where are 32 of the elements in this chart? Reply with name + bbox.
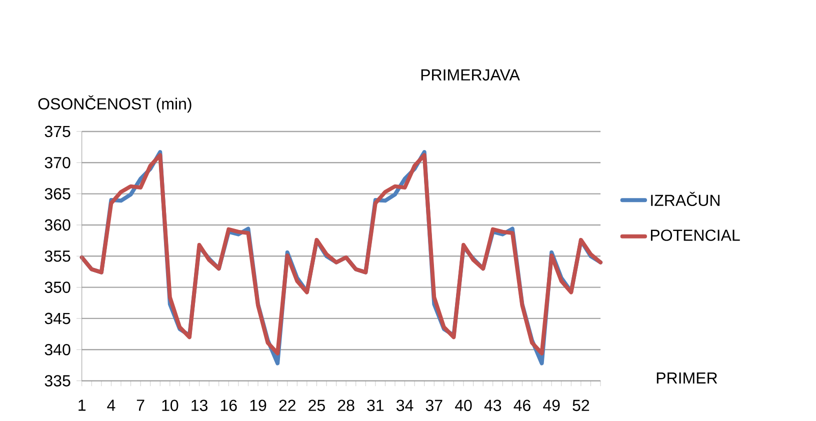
y-axis-title: OSONČENOST (min) xyxy=(38,95,192,113)
y-tick-label: 360 xyxy=(44,219,70,231)
x-tick-label: 10 xyxy=(162,400,178,412)
x-tick-label: 16 xyxy=(220,400,237,412)
y-tick-label: 355 xyxy=(44,250,70,262)
x-tick-label: 22 xyxy=(279,400,296,411)
legend-label: POTENCIAL xyxy=(650,230,740,241)
x-tick-label: 31 xyxy=(367,400,384,412)
x-tick-label: 25 xyxy=(308,400,325,412)
x-tick-label: 46 xyxy=(514,400,530,412)
x-tick-label: 37 xyxy=(426,400,442,412)
y-tick-label: 350 xyxy=(44,282,70,293)
x-tick-label: 7 xyxy=(136,400,144,411)
y-tick-label: 335 xyxy=(44,375,70,386)
x-tick-label: 52 xyxy=(572,400,590,412)
y-tick-label: 375 xyxy=(44,126,70,138)
y-tick-label: 345 xyxy=(44,312,70,324)
y-tick-label: 340 xyxy=(44,344,70,356)
x-tick-label: 49 xyxy=(543,400,560,412)
y-tick-label: 370 xyxy=(44,156,70,168)
x-tick-label: 19 xyxy=(250,400,266,412)
x-tick-label: 34 xyxy=(396,400,414,412)
x-tick-label: 40 xyxy=(454,400,472,412)
chart-title: PRIMERJAVA xyxy=(421,69,520,81)
x-tick-label: 4 xyxy=(107,400,116,411)
x-tick-label: 28 xyxy=(338,400,354,412)
x-tick-label: 1 xyxy=(78,400,86,411)
legend-label: IZRAČUN xyxy=(651,192,720,206)
x-tick-label: 43 xyxy=(484,400,502,412)
x-tick-label: 13 xyxy=(192,400,208,412)
x-axis-title: PRIMER xyxy=(656,372,718,384)
y-tick-label: 365 xyxy=(44,188,70,200)
